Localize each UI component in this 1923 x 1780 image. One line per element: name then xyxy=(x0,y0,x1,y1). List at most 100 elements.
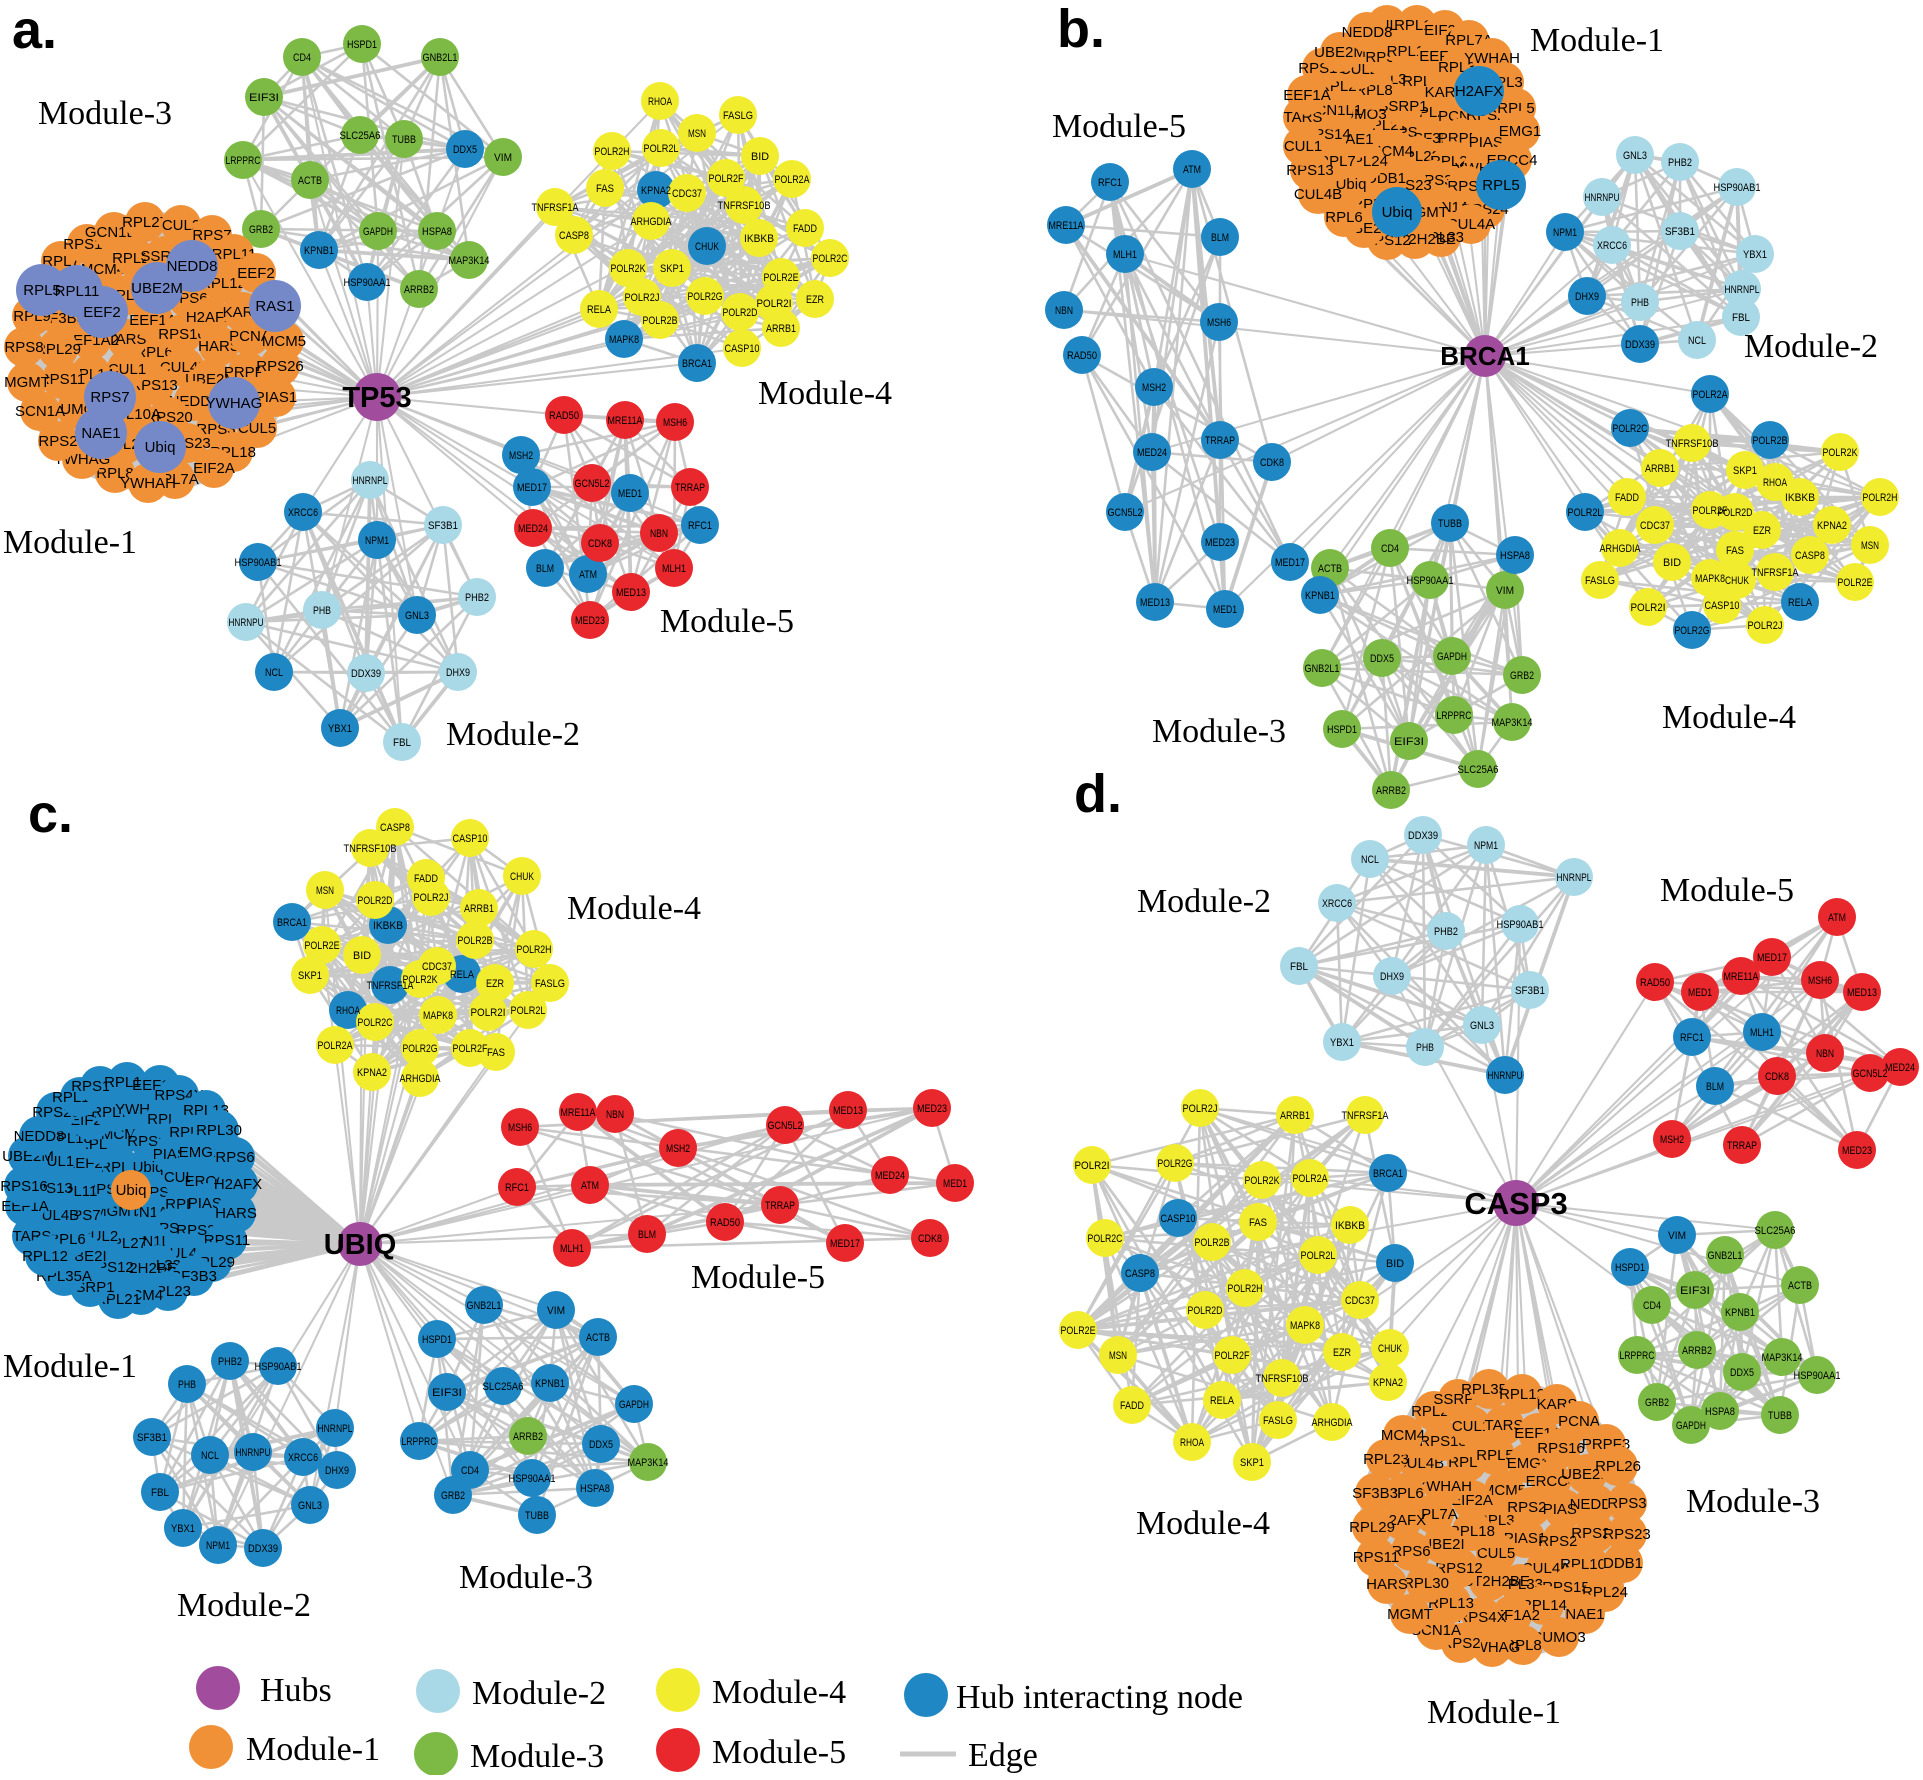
svg-text:CD4: CD4 xyxy=(1643,1300,1661,1312)
svg-text:Ubiq: Ubiq xyxy=(116,1182,147,1199)
svg-text:RPL30: RPL30 xyxy=(1403,1575,1449,1592)
svg-text:NPM1: NPM1 xyxy=(365,535,389,547)
svg-text:UBE2I: UBE2I xyxy=(1421,1536,1464,1553)
svg-text:FASLG: FASLG xyxy=(535,978,565,990)
svg-text:MSH6: MSH6 xyxy=(1207,317,1231,329)
svg-text:BRCA1: BRCA1 xyxy=(1373,1168,1403,1180)
svg-text:NAE1: NAE1 xyxy=(81,425,120,442)
svg-text:POLR2L: POLR2L xyxy=(1301,1250,1336,1262)
svg-text:POLR2E: POLR2E xyxy=(1838,577,1873,589)
svg-text:POLR2C: POLR2C xyxy=(358,1017,393,1029)
svg-text:RPL12: RPL12 xyxy=(1499,1386,1545,1403)
svg-text:VIM: VIM xyxy=(494,152,512,164)
svg-text:Ubiq: Ubiq xyxy=(1382,204,1413,221)
svg-text:EIF3I: EIF3I xyxy=(1680,1285,1710,1297)
svg-text:RPS23: RPS23 xyxy=(1603,1526,1651,1543)
svg-text:POLR2D: POLR2D xyxy=(723,307,758,319)
svg-text:MSN: MSN xyxy=(1109,1350,1127,1362)
svg-text:MED24: MED24 xyxy=(1885,1062,1915,1074)
svg-text:HNRNPL: HNRNPL xyxy=(353,475,388,487)
svg-text:RPL26: RPL26 xyxy=(1595,1458,1641,1475)
svg-text:Module-2: Module-2 xyxy=(177,1587,311,1624)
svg-text:TNFRSF1A: TNFRSF1A xyxy=(367,980,415,992)
svg-text:CDC37: CDC37 xyxy=(1345,1295,1375,1307)
svg-text:ARRB1: ARRB1 xyxy=(766,323,796,335)
svg-text:POLR2J: POLR2J xyxy=(625,292,660,304)
svg-text:SF3B1: SF3B1 xyxy=(1515,985,1545,997)
svg-text:MLH1: MLH1 xyxy=(560,1243,584,1255)
svg-text:CUL1: CUL1 xyxy=(1284,138,1322,155)
svg-text:DDX5: DDX5 xyxy=(453,144,477,156)
svg-text:EEF1A: EEF1A xyxy=(1283,87,1331,104)
svg-text:FAS: FAS xyxy=(1726,545,1744,557)
svg-text:POLR2I: POLR2I xyxy=(1075,1160,1110,1172)
svg-text:GNL3: GNL3 xyxy=(1470,1020,1494,1032)
svg-text:EZR: EZR xyxy=(1753,525,1771,537)
svg-text:MAPK8: MAPK8 xyxy=(423,1010,453,1022)
svg-text:POLR2J: POLR2J xyxy=(1748,620,1783,632)
svg-text:DDX5: DDX5 xyxy=(589,1439,613,1451)
svg-text:KPNB1: KPNB1 xyxy=(535,1378,565,1390)
svg-text:RPL14: RPL14 xyxy=(104,1074,150,1091)
svg-text:NEDD8: NEDD8 xyxy=(167,258,218,275)
svg-text:TNFRSF1A: TNFRSF1A xyxy=(1342,1110,1390,1122)
svg-text:FBL: FBL xyxy=(1290,961,1308,973)
svg-text:HSP90AA1: HSP90AA1 xyxy=(509,1473,556,1485)
svg-text:CHUK: CHUK xyxy=(510,871,535,883)
svg-text:TUBB: TUBB xyxy=(392,134,416,146)
svg-text:YBX1: YBX1 xyxy=(1330,1037,1354,1049)
svg-text:POLR2D: POLR2D xyxy=(358,895,393,907)
svg-text:SF3B1: SF3B1 xyxy=(428,520,458,532)
svg-text:HNRNPU: HNRNPU xyxy=(229,617,264,629)
svg-text:RPL6: RPL6 xyxy=(1386,1485,1424,1502)
svg-text:MED23: MED23 xyxy=(1205,537,1235,549)
svg-text:RPL8: RPL8 xyxy=(96,465,134,482)
svg-text:CASP10: CASP10 xyxy=(1705,600,1740,612)
svg-text:ARRB2: ARRB2 xyxy=(404,284,434,296)
svg-text:DDX39: DDX39 xyxy=(248,1543,278,1555)
svg-text:UBIQ: UBIQ xyxy=(324,1229,397,1261)
svg-text:b.: b. xyxy=(1057,0,1105,59)
svg-text:EMG1: EMG1 xyxy=(179,1144,222,1161)
svg-text:MSN: MSN xyxy=(688,128,706,140)
svg-text:BLM: BLM xyxy=(1211,232,1229,244)
svg-text:Module-3: Module-3 xyxy=(38,95,172,132)
svg-text:d.: d. xyxy=(1074,764,1122,824)
svg-text:POLR2D: POLR2D xyxy=(1718,507,1753,519)
svg-text:HSPA8: HSPA8 xyxy=(580,1483,610,1495)
svg-text:MED17: MED17 xyxy=(1275,557,1305,569)
svg-text:Module-5: Module-5 xyxy=(1660,872,1794,909)
svg-text:POLR2L: POLR2L xyxy=(1568,507,1603,519)
svg-text:BID: BID xyxy=(1663,557,1681,569)
svg-text:BLM: BLM xyxy=(1706,1081,1724,1093)
svg-text:YBX1: YBX1 xyxy=(328,723,352,735)
svg-text:ARRB2: ARRB2 xyxy=(1682,1345,1712,1357)
svg-text:PRPF3: PRPF3 xyxy=(224,364,272,381)
svg-text:GRB2: GRB2 xyxy=(249,224,273,236)
svg-text:FBL: FBL xyxy=(151,1487,169,1499)
svg-text:RAD50: RAD50 xyxy=(1640,977,1670,989)
svg-text:H2AFX: H2AFX xyxy=(214,1176,262,1193)
svg-text:GRB2: GRB2 xyxy=(1645,1397,1669,1409)
svg-text:FAS: FAS xyxy=(487,1047,505,1059)
svg-text:MAPK8: MAPK8 xyxy=(1290,1320,1320,1332)
svg-text:MCM5: MCM5 xyxy=(1482,1482,1526,1499)
svg-text:HARS: HARS xyxy=(1366,1576,1408,1593)
svg-text:DHX9: DHX9 xyxy=(325,1465,349,1477)
svg-text:MED17: MED17 xyxy=(517,482,547,494)
svg-text:POLR2A: POLR2A xyxy=(318,1040,354,1052)
svg-text:RPL29: RPL29 xyxy=(35,341,81,358)
svg-text:POLR2L: POLR2L xyxy=(644,143,679,155)
svg-text:Ubiq: Ubiq xyxy=(133,1159,164,1176)
svg-text:HSPA8: HSPA8 xyxy=(1705,1406,1735,1418)
svg-text:a.: a. xyxy=(12,0,57,60)
svg-text:GNB2L1: GNB2L1 xyxy=(467,1300,502,1312)
svg-text:CASP8: CASP8 xyxy=(1795,550,1825,562)
svg-text:FADD: FADD xyxy=(1615,492,1639,504)
svg-text:XRCC6: XRCC6 xyxy=(288,1452,318,1464)
svg-text:ARRB2: ARRB2 xyxy=(1376,785,1406,797)
svg-text:POLR2L: POLR2L xyxy=(511,1005,546,1017)
svg-text:ARRB1: ARRB1 xyxy=(1280,1110,1310,1122)
svg-text:ACTB: ACTB xyxy=(1788,1280,1812,1292)
svg-text:RELA: RELA xyxy=(1788,597,1813,609)
